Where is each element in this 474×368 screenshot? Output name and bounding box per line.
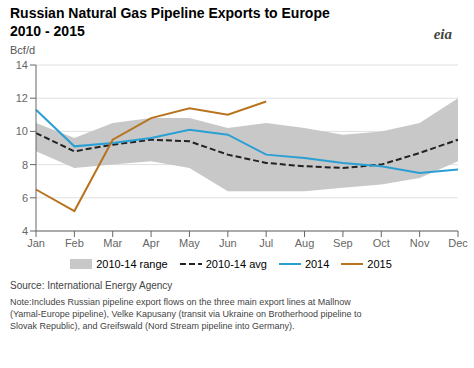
- html-text:2010-14 range: 2010-14 range: [96, 258, 168, 270]
- html-text:2015: 2015: [367, 258, 392, 270]
- svg-text:Apr: Apr: [143, 237, 160, 249]
- svg-text:14: 14: [16, 59, 28, 71]
- svg-text:Sep: Sep: [333, 237, 353, 249]
- svg-text:4: 4: [22, 225, 28, 237]
- svg-text:Oct: Oct: [373, 237, 390, 249]
- svg-text:Jun: Jun: [219, 237, 237, 249]
- html-text:eia: eia: [433, 26, 452, 42]
- html-text:Russian Natural Gas Pipeline E: Russian Natural Gas Pipeline Exports to …: [10, 5, 330, 21]
- html-text:Slovak Republic), and Greifswa: Slovak Republic), and Greifswald (Nord S…: [10, 321, 295, 331]
- svg-text:Jul: Jul: [259, 237, 273, 249]
- svg-text:Mar: Mar: [103, 237, 122, 249]
- svg-text:8: 8: [22, 159, 28, 171]
- svg-text:10: 10: [16, 125, 28, 137]
- svg-text:12: 12: [16, 92, 28, 104]
- svg-text:May: May: [179, 237, 200, 249]
- html-text:Bcf/d: Bcf/d: [10, 44, 36, 56]
- svg-text:Dec: Dec: [448, 237, 466, 249]
- svg-text:Nov: Nov: [410, 237, 430, 249]
- html-text:Note:Includes Russian pipeline: Note:Includes Russian pipeline export fl…: [10, 297, 351, 307]
- svg-text:Feb: Feb: [65, 237, 84, 249]
- html-text:(Yamal-Europe pipeline), Velke: (Yamal-Europe pipeline), Velke Kapusany …: [10, 309, 362, 319]
- svg-text:6: 6: [22, 192, 28, 204]
- html-text:2010 - 2015: 2010 - 2015: [10, 23, 85, 39]
- svg-text:Aug: Aug: [295, 237, 315, 249]
- html-text:2014: 2014: [304, 258, 330, 270]
- svg-text:Jan: Jan: [27, 237, 45, 249]
- html-text:2010-14 avg: 2010-14 avg: [205, 258, 267, 270]
- html-text:Source: International Energy A: Source: International Energy Agency: [10, 280, 173, 291]
